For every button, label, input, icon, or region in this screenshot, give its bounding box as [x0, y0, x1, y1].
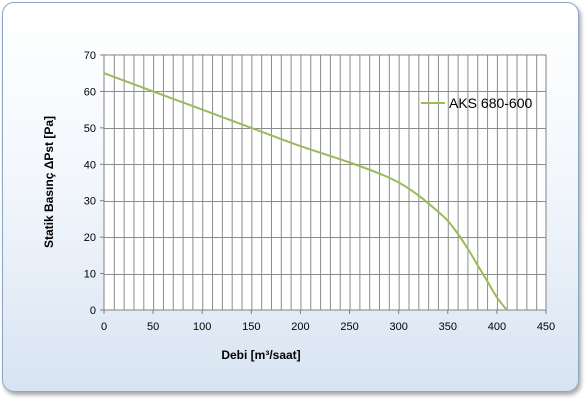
- x-tick-label: 450: [537, 321, 555, 333]
- y-axis-ticks: 0 10 20 30 40 50 60 70: [84, 50, 104, 317]
- y-tick-label: 50: [84, 123, 96, 135]
- grid: [104, 55, 546, 310]
- y-tick-label: 70: [84, 50, 96, 62]
- y-axis-title: Statik Basınç ΔPst [Pa]: [42, 116, 56, 248]
- x-tick-label: 150: [242, 321, 260, 333]
- x-tick-label: 250: [340, 321, 358, 333]
- y-tick-label: 0: [90, 305, 96, 317]
- plot-area: [103, 54, 547, 311]
- x-axis-title: Debi [m³/saat]: [221, 348, 300, 362]
- x-tick-label: 400: [488, 321, 506, 333]
- y-tick-label: 30: [84, 196, 96, 208]
- x-tick-label: 100: [193, 321, 211, 333]
- y-tick-label: 60: [84, 86, 96, 98]
- y-tick-label: 20: [84, 232, 96, 244]
- x-tick-label: 300: [389, 321, 407, 333]
- x-tick-label: 50: [147, 321, 159, 333]
- plot-background: [104, 55, 546, 310]
- x-tick-label: 0: [101, 321, 107, 333]
- legend-label: AKS 680-600: [449, 95, 532, 111]
- x-tick-label: 350: [439, 321, 457, 333]
- x-tick-label: 200: [291, 321, 309, 333]
- y-tick-label: 40: [84, 159, 96, 171]
- x-axis-ticks: 0 50 100 150 200 250 300 350 400 450: [101, 310, 555, 333]
- y-tick-label: 10: [84, 269, 96, 281]
- series-line-aks-680-600: [103, 72, 508, 311]
- legend: AKS 680-600: [421, 95, 532, 111]
